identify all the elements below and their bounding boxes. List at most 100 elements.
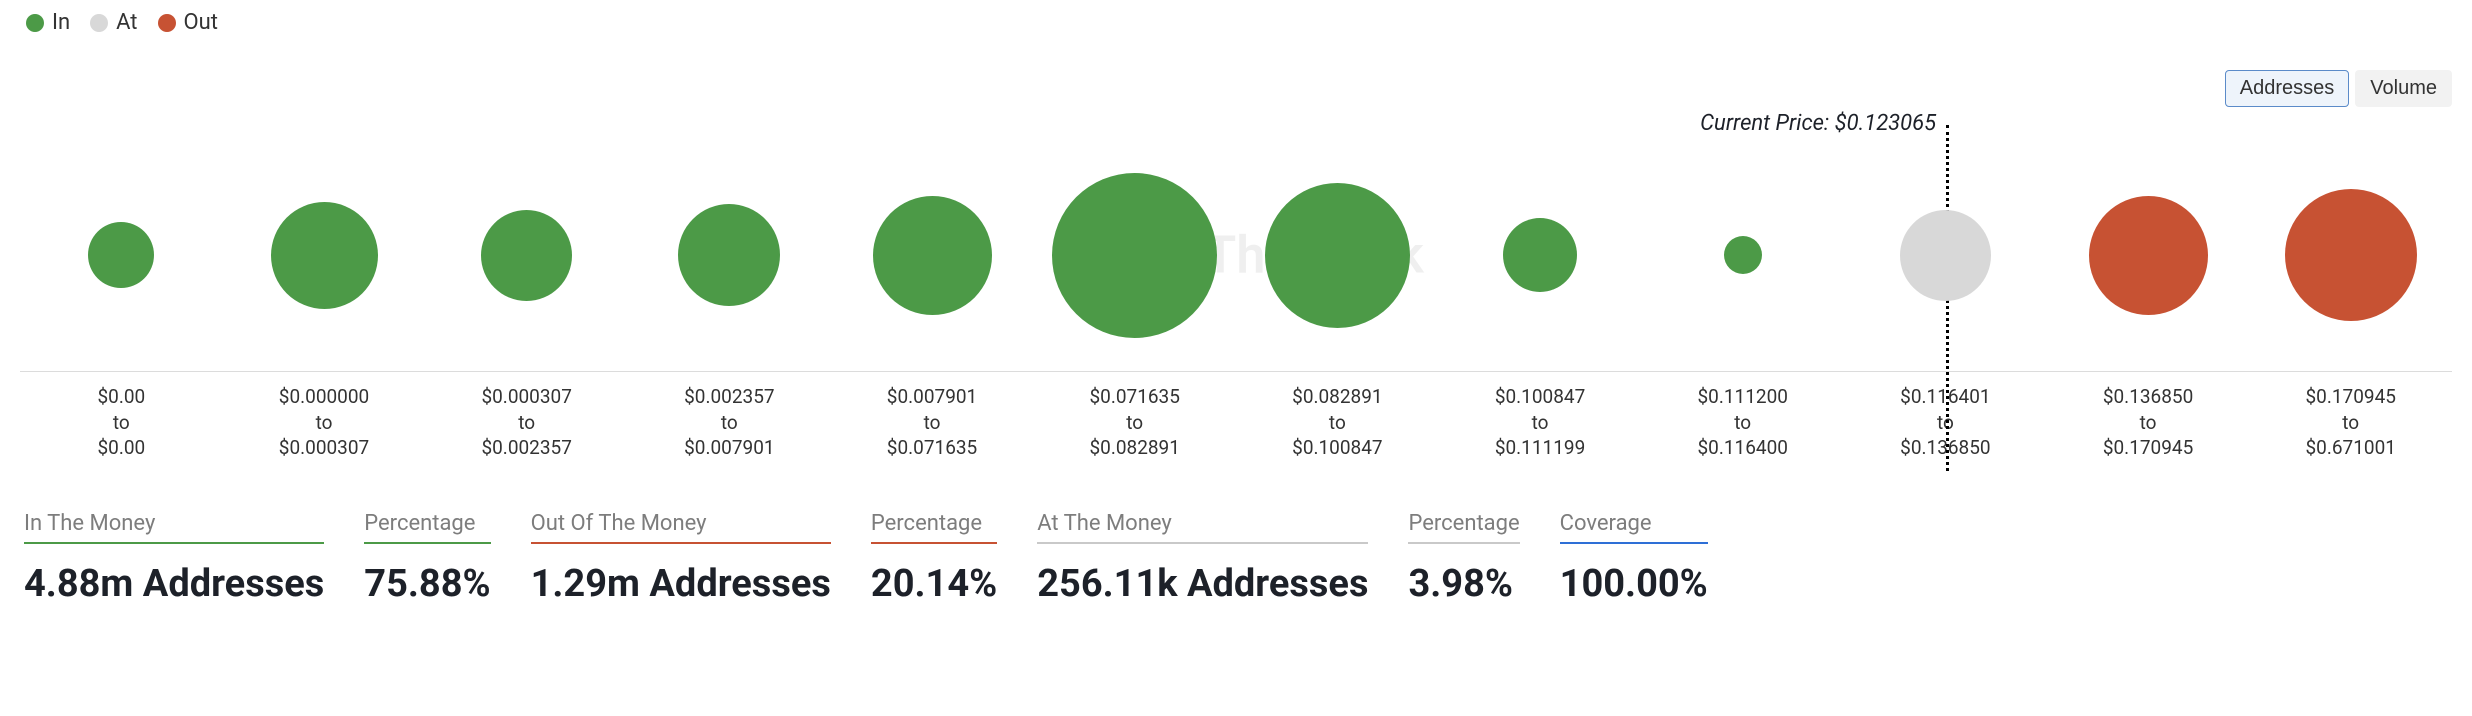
x-axis-label: $0.082891to$0.100847	[1236, 372, 1439, 461]
range-from: $0.136850	[2103, 385, 2193, 408]
x-axis-label: $0.170945to$0.671001	[2249, 372, 2452, 461]
bubble-out	[2089, 196, 2208, 315]
view-toggle: Addresses Volume	[2225, 70, 2452, 107]
addresses-toggle-button[interactable]: Addresses	[2225, 70, 2350, 107]
range-to: $0.007901	[684, 436, 774, 459]
bubble-in	[873, 196, 992, 315]
bubble-cell[interactable]	[2047, 145, 2250, 365]
stat-label: Percentage	[364, 511, 490, 544]
stat-label: Coverage	[1560, 511, 1708, 544]
legend-item-at[interactable]: At	[90, 10, 137, 35]
range-from: $0.000307	[481, 385, 571, 408]
bubble-cell[interactable]	[1439, 145, 1642, 365]
range-from: $0.002357	[684, 385, 774, 408]
x-axis-label: $0.002357to$0.007901	[628, 372, 831, 461]
bubble-in	[271, 202, 378, 309]
legend-dot-at	[90, 14, 108, 32]
stat-label: In The Money	[24, 511, 324, 544]
x-axis-label: $0.007901to$0.071635	[831, 372, 1034, 461]
stat-value: 4.88m Addresses	[24, 562, 324, 606]
stat-label: Percentage	[871, 511, 997, 544]
stat-in-pct: Percentage 75.88%	[364, 511, 490, 606]
x-axis-labels: $0.00to$0.00$0.000000to$0.000307$0.00030…	[20, 372, 2452, 461]
money-distribution-chart: In At Out Addresses Volume Current Price…	[0, 0, 2472, 636]
x-axis-label: $0.136850to$0.170945	[2047, 372, 2250, 461]
range-to: $0.116400	[1697, 436, 1787, 459]
stat-value: 1.29m Addresses	[531, 562, 831, 606]
range-to: $0.071635	[887, 436, 977, 459]
x-axis-label: $0.00to$0.00	[20, 372, 223, 461]
range-to: $0.000307	[279, 436, 369, 459]
stat-coverage: Coverage 100.00%	[1560, 511, 1708, 606]
range-to: $0.100847	[1292, 436, 1382, 459]
stat-label: Percentage	[1408, 511, 1519, 544]
legend-label-at: At	[116, 10, 137, 35]
bubble-cell[interactable]	[20, 145, 223, 365]
x-axis-label: $0.071635to$0.082891	[1033, 372, 1236, 461]
x-axis-label: $0.111200to$0.116400	[1641, 372, 1844, 461]
range-join: to	[425, 410, 628, 436]
range-to: $0.082891	[1089, 436, 1179, 459]
x-axis-label: $0.000307to$0.002357	[425, 372, 628, 461]
x-axis-label: $0.100847to$0.111199	[1439, 372, 1642, 461]
range-join: to	[831, 410, 1034, 436]
stat-label: At The Money	[1037, 511, 1368, 544]
stat-out-of-the-money: Out Of The Money 1.29m Addresses	[531, 511, 831, 606]
legend-item-in[interactable]: In	[26, 10, 70, 35]
range-join: to	[1641, 410, 1844, 436]
bubble-cell[interactable]	[628, 145, 831, 365]
range-from: $0.071635	[1089, 385, 1179, 408]
stat-at-the-money: At The Money 256.11k Addresses	[1037, 511, 1368, 606]
range-to: $0.170945	[2103, 436, 2193, 459]
bubble-in	[481, 210, 572, 301]
bubble-in	[1724, 236, 1762, 274]
bubble-cell[interactable]	[223, 145, 426, 365]
range-from: $0.100847	[1495, 385, 1585, 408]
bubble-cell[interactable]	[1844, 145, 2047, 365]
bubble-cell[interactable]	[425, 145, 628, 365]
range-from: $0.007901	[887, 385, 977, 408]
stat-value: 256.11k Addresses	[1037, 562, 1368, 606]
range-join: to	[2249, 410, 2452, 436]
stat-value: 20.14%	[871, 562, 997, 606]
range-join: to	[223, 410, 426, 436]
bubble-cell[interactable]	[831, 145, 1034, 365]
range-from: $0.082891	[1292, 385, 1382, 408]
stat-value: 100.00%	[1560, 562, 1708, 606]
range-from: $0.111200	[1697, 385, 1787, 408]
bubble-cell[interactable]	[1236, 145, 1439, 365]
bubble-at	[1900, 210, 1991, 301]
x-axis-label: $0.000000to$0.000307	[223, 372, 426, 461]
range-to: $0.671001	[2306, 436, 2396, 459]
volume-toggle-button[interactable]: Volume	[2355, 70, 2452, 107]
bubble-row: IntoTheBlock	[20, 145, 2452, 365]
legend-dot-out	[158, 14, 176, 32]
legend-dot-in	[26, 14, 44, 32]
current-price-label: Current Price: $0.123065	[1700, 111, 1946, 136]
range-join: to	[628, 410, 831, 436]
legend: In At Out	[20, 10, 2452, 35]
bubble-in	[88, 222, 154, 288]
stat-value: 75.88%	[364, 562, 490, 606]
legend-item-out[interactable]: Out	[158, 10, 218, 35]
bubble-in	[1503, 218, 1577, 292]
range-join: to	[1033, 410, 1236, 436]
bubble-in	[1265, 183, 1410, 328]
stat-label: Out Of The Money	[531, 511, 831, 544]
legend-label-in: In	[52, 10, 70, 35]
range-join: to	[1236, 410, 1439, 436]
bubble-out	[2285, 189, 2417, 321]
bubble-cell[interactable]	[1033, 145, 1236, 365]
bubble-cell[interactable]	[2249, 145, 2452, 365]
bubble-in	[1052, 173, 1217, 338]
stats-row: In The Money 4.88m Addresses Percentage …	[20, 511, 2452, 606]
range-join: to	[2047, 410, 2250, 436]
stat-value: 3.98%	[1408, 562, 1519, 606]
range-to: $0.111199	[1495, 436, 1585, 459]
range-join: to	[20, 410, 223, 436]
range-to: $0.00	[97, 436, 145, 459]
stat-out-pct: Percentage 20.14%	[871, 511, 997, 606]
legend-label-out: Out	[184, 10, 218, 35]
chart-area: Current Price: $0.123065 IntoTheBlock $0…	[20, 145, 2452, 461]
bubble-cell[interactable]	[1641, 145, 1844, 365]
